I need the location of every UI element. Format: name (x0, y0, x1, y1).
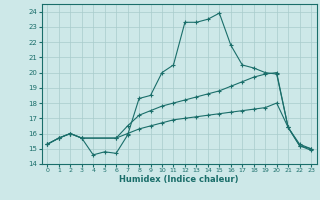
X-axis label: Humidex (Indice chaleur): Humidex (Indice chaleur) (119, 175, 239, 184)
